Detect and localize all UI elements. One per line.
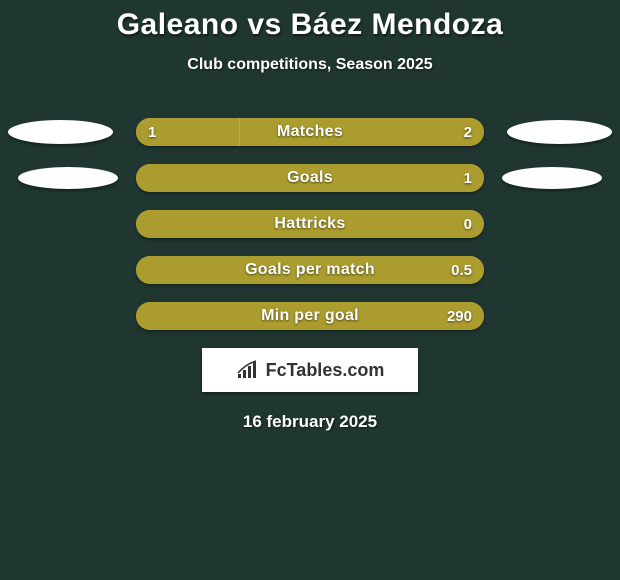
stat-bar-track <box>136 256 484 284</box>
stat-row: Min per goal290 <box>0 302 620 330</box>
stat-bar: Goals1 <box>136 164 484 192</box>
stat-bar-track <box>136 164 484 192</box>
stat-bar: Matches12 <box>136 118 484 146</box>
player-right-oval <box>507 120 612 144</box>
stat-value-right: 290 <box>447 302 472 330</box>
stat-bar-track <box>136 302 484 330</box>
stat-value-right: 2 <box>464 118 472 146</box>
page-subtitle: Club competitions, Season 2025 <box>0 56 620 74</box>
brand-badge: FcTables.com <box>202 348 418 392</box>
signal-bars-icon <box>236 360 260 380</box>
player-left-oval <box>18 167 118 189</box>
stat-value-right: 0.5 <box>451 256 472 284</box>
stat-row: Matches12 <box>0 118 620 146</box>
stat-value-left: 1 <box>148 118 156 146</box>
stat-bar: Min per goal290 <box>136 302 484 330</box>
player-left-oval <box>8 120 113 144</box>
brand-text: FcTables.com <box>266 360 385 381</box>
stat-value-right: 0 <box>464 210 472 238</box>
stat-rows: Matches12Goals1Hattricks0Goals per match… <box>0 118 620 330</box>
stat-row: Goals1 <box>0 164 620 192</box>
stat-row: Goals per match0.5 <box>0 256 620 284</box>
stat-bar-track <box>136 210 484 238</box>
stat-bar: Hattricks0 <box>136 210 484 238</box>
footer-date: 16 february 2025 <box>0 412 620 432</box>
page-title: Galeano vs Báez Mendoza <box>0 0 620 42</box>
player-right-oval <box>502 167 602 189</box>
stat-row: Hattricks0 <box>0 210 620 238</box>
stat-bar: Goals per match0.5 <box>136 256 484 284</box>
stat-value-right: 1 <box>464 164 472 192</box>
